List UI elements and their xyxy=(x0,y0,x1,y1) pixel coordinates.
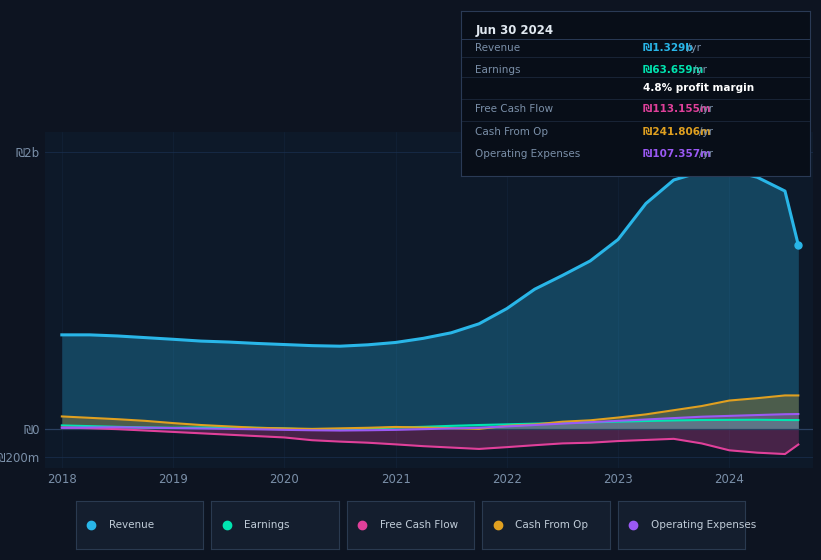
Text: Cash From Op: Cash From Op xyxy=(475,127,548,137)
Text: Operating Expenses: Operating Expenses xyxy=(475,149,580,159)
Text: /yr: /yr xyxy=(699,149,713,159)
Text: Free Cash Flow: Free Cash Flow xyxy=(475,105,553,114)
Text: Operating Expenses: Operating Expenses xyxy=(651,520,756,530)
Text: ₪113.155m: ₪113.155m xyxy=(643,105,714,114)
Text: ₪241.806m: ₪241.806m xyxy=(643,127,714,137)
Text: ₪107.357m: ₪107.357m xyxy=(643,149,714,159)
Text: Revenue: Revenue xyxy=(475,43,521,53)
Text: /yr: /yr xyxy=(699,127,713,137)
Text: ₪63.659m: ₪63.659m xyxy=(643,65,707,75)
Text: /yr: /yr xyxy=(699,105,713,114)
Text: Earnings: Earnings xyxy=(245,520,290,530)
Text: Revenue: Revenue xyxy=(109,520,154,530)
Text: 4.8% profit margin: 4.8% profit margin xyxy=(643,83,754,93)
Text: /yr: /yr xyxy=(693,65,707,75)
Text: Earnings: Earnings xyxy=(475,65,521,75)
Text: ₪1.329b: ₪1.329b xyxy=(643,43,696,53)
Text: Free Cash Flow: Free Cash Flow xyxy=(380,520,458,530)
Text: /yr: /yr xyxy=(687,43,701,53)
Text: Jun 30 2024: Jun 30 2024 xyxy=(475,25,553,38)
Text: Cash From Op: Cash From Op xyxy=(516,520,589,530)
